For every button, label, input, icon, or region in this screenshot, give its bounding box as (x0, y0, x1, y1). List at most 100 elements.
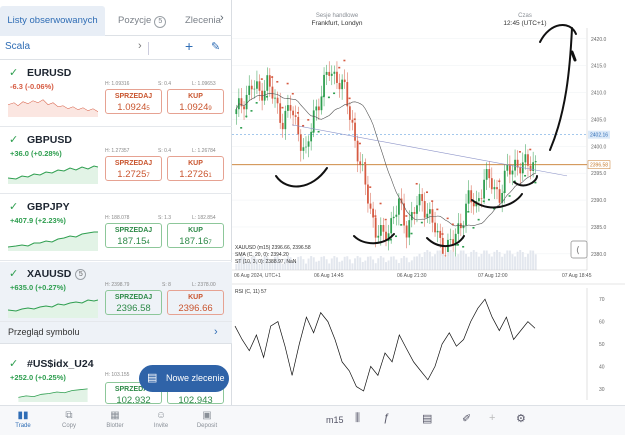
nav-blotter[interactable]: ▦ Blotter (92, 406, 138, 435)
tab-orders[interactable]: Zlecenia (185, 15, 221, 26)
volume-bar (439, 250, 442, 270)
crosshair-icon[interactable]: + (489, 412, 496, 424)
timeframe-selector[interactable]: m15 (326, 415, 344, 425)
check-icon: ✓ (9, 67, 19, 79)
trend-line (291, 124, 568, 177)
sell-price-pip: 7 (146, 173, 150, 179)
high-value: H: 2398.79 (105, 282, 130, 288)
watchlist-name[interactable]: Scala (5, 41, 31, 52)
buy-button[interactable]: KUP 2396.66 (167, 290, 224, 315)
candle-body (511, 170, 514, 175)
volume-bar (354, 258, 357, 270)
list-item[interactable]: ✓ GBPJPY +407.9 (+2.23%) H: 188.078 S: 1… (0, 195, 232, 261)
settings-icon[interactable]: ⚙ (516, 413, 526, 425)
candle-body (498, 189, 501, 203)
supertrend-marker (312, 131, 315, 133)
candle-body (289, 105, 292, 111)
list-item[interactable]: ✓ GBPUSD +36.0 (+0.28%) H: 1.27357 S: 0.… (0, 128, 232, 194)
volume-bar (276, 256, 279, 270)
candles (235, 61, 537, 267)
new-order-label: Nowe zlecenie (166, 373, 225, 383)
volume-bar (521, 252, 524, 270)
volume-bar (385, 262, 387, 270)
draw-icon[interactable]: ✐ (462, 413, 472, 425)
function-icon[interactable]: ƒ (383, 412, 390, 424)
low-value: L: 1.26784 (192, 148, 216, 154)
sell-button[interactable]: SPRZEDAJ 1.09245 (105, 89, 162, 114)
candle-body (292, 110, 294, 116)
list-item[interactable]: ✓ EURUSD -6.3 (-0.06%) H: 1.09316 S: 0.4… (0, 61, 232, 127)
supertrend-marker (322, 95, 325, 98)
symbol-overview-link[interactable]: Przegląd symbolu › (0, 322, 232, 344)
pencil-icon[interactable]: ✎ (211, 41, 221, 53)
volume-bar (426, 250, 429, 270)
nav-trade[interactable]: ▮▮ Trade (0, 406, 46, 435)
clipboard-icon[interactable]: ▤ (422, 413, 433, 425)
tab-watchlists[interactable]: Listy obserwowanych (0, 6, 105, 36)
candle-body (423, 201, 426, 218)
sparkline (8, 165, 98, 184)
candle-body (483, 179, 485, 199)
buy-button[interactable]: KUP 1.27261 (167, 156, 224, 181)
buy-button[interactable]: KUP 1.09249 (167, 89, 224, 114)
chevron-right-icon[interactable]: › (138, 40, 142, 52)
volume-bar (511, 254, 514, 270)
supertrend-marker (250, 110, 253, 112)
candlestick-icon[interactable]: ⫼ (355, 412, 361, 424)
candle-body (343, 79, 346, 83)
add-symbol-button[interactable]: + (185, 38, 194, 54)
volume-bar (299, 256, 302, 270)
candle-body (392, 216, 395, 219)
volume-bar (302, 259, 305, 270)
volume-bar (346, 256, 349, 270)
new-order-button[interactable]: ▤ Nowe zlecenie (139, 365, 229, 392)
sell-button[interactable]: SPRZEDAJ 1.27257 (105, 156, 162, 181)
candle-body (377, 235, 380, 238)
sell-button[interactable]: SPRZEDAJ 2396.58 (105, 290, 162, 315)
rsi-legend: RSI (C, 11) 57 (235, 289, 267, 295)
check-icon: ✓ (9, 358, 19, 370)
candle-body (410, 212, 413, 221)
tab-positions[interactable]: Pozycje 5 (118, 8, 167, 34)
list-item[interactable]: ✓ XAUUSD 5 +635.0 (+0.27%) H: 2398.79 S: … (0, 262, 232, 322)
indicator-overlays (235, 59, 568, 270)
time-tick-label: 07 Aug 18:45 (562, 273, 592, 279)
candle-body (297, 116, 300, 135)
low-value: L: 182.854 (192, 215, 216, 221)
chevron-right-icon[interactable]: › (220, 12, 224, 24)
candle-body (480, 198, 483, 199)
check-icon: ✓ (9, 268, 19, 280)
bottom-navigation: ▮▮ Trade ⧉ Copy ▦ Blotter ☺ Invite ▣ Deposit (0, 405, 232, 435)
session-label: Sesje handlowe (315, 13, 359, 19)
candle-body (302, 147, 305, 151)
supertrend-marker (374, 215, 377, 217)
chart-canvas[interactable]: 2380.0 2385.0 2390.0 2395.0 2400.0 2405.0 2410… (232, 0, 625, 405)
candle-body (266, 75, 269, 91)
list-item[interactable]: ✓ #US$idx_U24 +252.0 (+0.25%) H: 103.155… (0, 352, 232, 406)
supertrend-marker (482, 200, 485, 203)
candle-body (268, 75, 271, 87)
volume-bar (323, 256, 326, 270)
supertrend-marker (529, 148, 532, 151)
nav-invite[interactable]: ☺ Invite (138, 406, 184, 435)
volume-bar (524, 256, 527, 270)
candle-body (472, 202, 475, 207)
volume-bar (441, 253, 444, 270)
order-ticket-icon: ▤ (147, 372, 158, 384)
nav-deposit[interactable]: ▣ Deposit (184, 406, 230, 435)
collapse-icon[interactable]: ⟨ (570, 240, 588, 259)
supertrend-marker (296, 112, 299, 114)
buy-button[interactable]: KUP 187.167 (167, 223, 224, 248)
volume-bar (498, 251, 501, 270)
volume-bar (317, 260, 320, 270)
volume-bar (431, 256, 434, 270)
sell-button[interactable]: SPRZEDAJ 102.932 (105, 382, 162, 406)
supertrend-marker (281, 106, 284, 109)
volume-bar (390, 256, 393, 270)
candle-body (351, 119, 354, 123)
nav-copy[interactable]: ⧉ Copy (46, 406, 92, 435)
sell-button[interactable]: SPRZEDAJ 187.154 (105, 223, 162, 248)
candle-body (452, 239, 455, 246)
volume-bar (534, 254, 537, 270)
symbol-overview-label: Przegląd symbolu (8, 327, 80, 337)
